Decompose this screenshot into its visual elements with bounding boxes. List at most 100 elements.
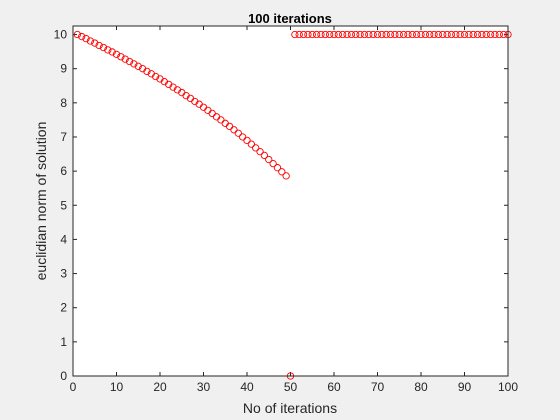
y-tick-label: 0 <box>60 369 67 383</box>
data-point <box>269 159 277 168</box>
y-tick-label: 8 <box>60 96 67 110</box>
chart-title: 100 iterations <box>248 11 332 26</box>
data-point <box>125 57 134 66</box>
data-point <box>99 43 108 52</box>
data-point <box>91 39 99 47</box>
y-tick-label: 2 <box>60 301 67 315</box>
x-tick-label: 80 <box>414 380 428 394</box>
data-point <box>95 41 103 50</box>
data-point <box>330 30 338 39</box>
data-point <box>347 30 356 39</box>
data-point <box>434 30 443 39</box>
data-point <box>426 30 434 39</box>
y-tick-label: 9 <box>60 62 67 76</box>
data-point <box>447 30 456 39</box>
y-tick-label: 10 <box>54 28 68 42</box>
data-point <box>260 151 269 160</box>
x-tick-label: 20 <box>153 380 167 394</box>
data-point <box>312 30 321 39</box>
y-tick-label: 1 <box>60 335 67 349</box>
x-tick-label: 10 <box>110 380 124 394</box>
x-axis-title: No of iterations <box>243 400 337 416</box>
data-point <box>469 30 477 39</box>
data-point <box>352 30 360 39</box>
data-point <box>273 164 282 172</box>
data-point <box>278 168 286 176</box>
data-point <box>304 30 312 39</box>
data-points <box>73 30 512 380</box>
data-point <box>417 30 425 39</box>
data-point <box>391 30 399 39</box>
y-tick-label: 4 <box>60 232 67 246</box>
data-point <box>295 30 303 39</box>
data-point <box>82 34 90 43</box>
data-point <box>495 30 503 39</box>
data-point <box>130 60 138 68</box>
plot-area <box>73 26 508 376</box>
data-point <box>78 32 86 41</box>
axes-box <box>72 25 509 377</box>
y-tick-label: 5 <box>60 198 67 212</box>
data-point <box>243 136 251 145</box>
y-axis-title: euclidian norm of solution <box>33 122 49 281</box>
data-point <box>151 72 160 81</box>
x-tick-label: 30 <box>197 380 211 394</box>
data-point <box>73 30 82 39</box>
data-point <box>378 30 386 39</box>
data-point <box>265 155 273 164</box>
x-tick-label: 90 <box>458 380 472 394</box>
data-point <box>465 30 473 39</box>
data-point <box>386 30 395 39</box>
data-point <box>247 140 256 148</box>
data-point <box>478 30 486 39</box>
x-tick-label: 40 <box>240 380 254 394</box>
data-point <box>291 30 299 39</box>
data-point <box>282 172 290 180</box>
data-point <box>412 30 421 39</box>
data-point <box>369 30 377 39</box>
y-tick-label: 6 <box>60 164 67 178</box>
data-point <box>308 30 316 39</box>
data-point <box>121 55 129 63</box>
data-point <box>456 30 464 39</box>
data-point <box>482 30 490 39</box>
data-point <box>373 30 382 39</box>
data-point <box>360 30 369 39</box>
data-point <box>399 30 408 39</box>
x-tick-label: 100 <box>498 380 518 394</box>
data-point <box>452 30 460 39</box>
data-point <box>134 62 142 70</box>
data-point <box>317 30 325 39</box>
data-point <box>443 30 451 39</box>
data-point <box>395 30 403 39</box>
data-point <box>404 30 412 39</box>
data-point <box>408 30 416 39</box>
data-point <box>108 48 116 56</box>
data-point <box>325 30 334 39</box>
data-point <box>117 53 125 61</box>
data-point <box>339 30 347 39</box>
data-point <box>356 30 364 39</box>
data-point <box>473 30 482 39</box>
data-point <box>499 30 508 39</box>
x-tick-label: 70 <box>371 380 385 394</box>
data-point <box>343 30 351 39</box>
data-point <box>382 30 390 39</box>
data-point <box>104 46 112 54</box>
data-point <box>252 144 260 152</box>
x-tick-label: 60 <box>327 380 341 394</box>
ticks: 0 10 20 30 40 50 60 70 80 90 100 0 1 2 3 4 5 6 7 8 9 10 <box>54 26 518 394</box>
data-point <box>299 30 308 39</box>
data-point <box>143 67 151 76</box>
data-point <box>460 30 469 39</box>
data-point <box>421 30 429 39</box>
data-point <box>334 30 342 39</box>
data-point <box>365 30 373 39</box>
x-tick-label: 0 <box>70 380 77 394</box>
data-point <box>491 30 499 39</box>
data-point <box>234 129 242 137</box>
data-point <box>439 30 447 39</box>
y-tick-label: 3 <box>60 267 67 281</box>
y-tick-label: 7 <box>60 130 67 144</box>
